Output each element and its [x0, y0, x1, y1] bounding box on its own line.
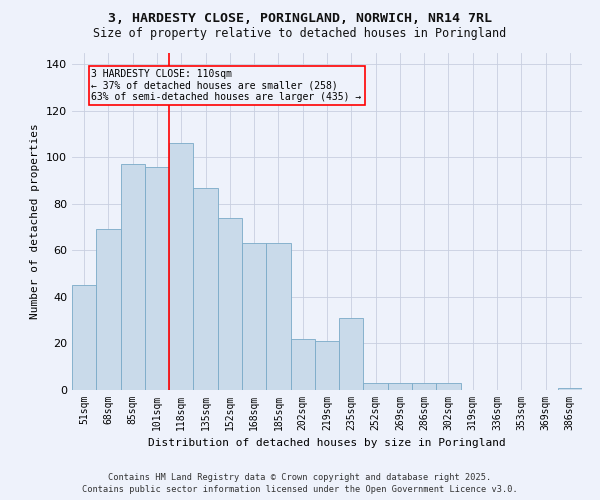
Bar: [169, 144, 193, 390]
Bar: [290, 339, 315, 390]
Text: Size of property relative to detached houses in Poringland: Size of property relative to detached ho…: [94, 28, 506, 40]
Bar: [242, 244, 266, 390]
Bar: [315, 341, 339, 390]
Text: 3, HARDESTY CLOSE, PORINGLAND, NORWICH, NR14 7RL: 3, HARDESTY CLOSE, PORINGLAND, NORWICH, …: [108, 12, 492, 26]
Bar: [266, 244, 290, 390]
Bar: [121, 164, 145, 390]
Text: Contains HM Land Registry data © Crown copyright and database right 2025.
Contai: Contains HM Land Registry data © Crown c…: [82, 472, 518, 494]
Text: 3 HARDESTY CLOSE: 110sqm
← 37% of detached houses are smaller (258)
63% of semi-: 3 HARDESTY CLOSE: 110sqm ← 37% of detach…: [91, 69, 362, 102]
Bar: [388, 383, 412, 390]
X-axis label: Distribution of detached houses by size in Poringland: Distribution of detached houses by size …: [148, 438, 506, 448]
Bar: [339, 318, 364, 390]
Bar: [145, 166, 169, 390]
Bar: [558, 388, 582, 390]
Y-axis label: Number of detached properties: Number of detached properties: [31, 124, 40, 319]
Bar: [412, 383, 436, 390]
Bar: [364, 383, 388, 390]
Bar: [193, 188, 218, 390]
Bar: [436, 383, 461, 390]
Bar: [96, 230, 121, 390]
Bar: [218, 218, 242, 390]
Bar: [72, 286, 96, 390]
